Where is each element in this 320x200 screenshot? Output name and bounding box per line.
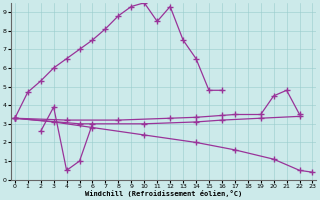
- X-axis label: Windchill (Refroidissement éolien,°C): Windchill (Refroidissement éolien,°C): [85, 190, 242, 197]
